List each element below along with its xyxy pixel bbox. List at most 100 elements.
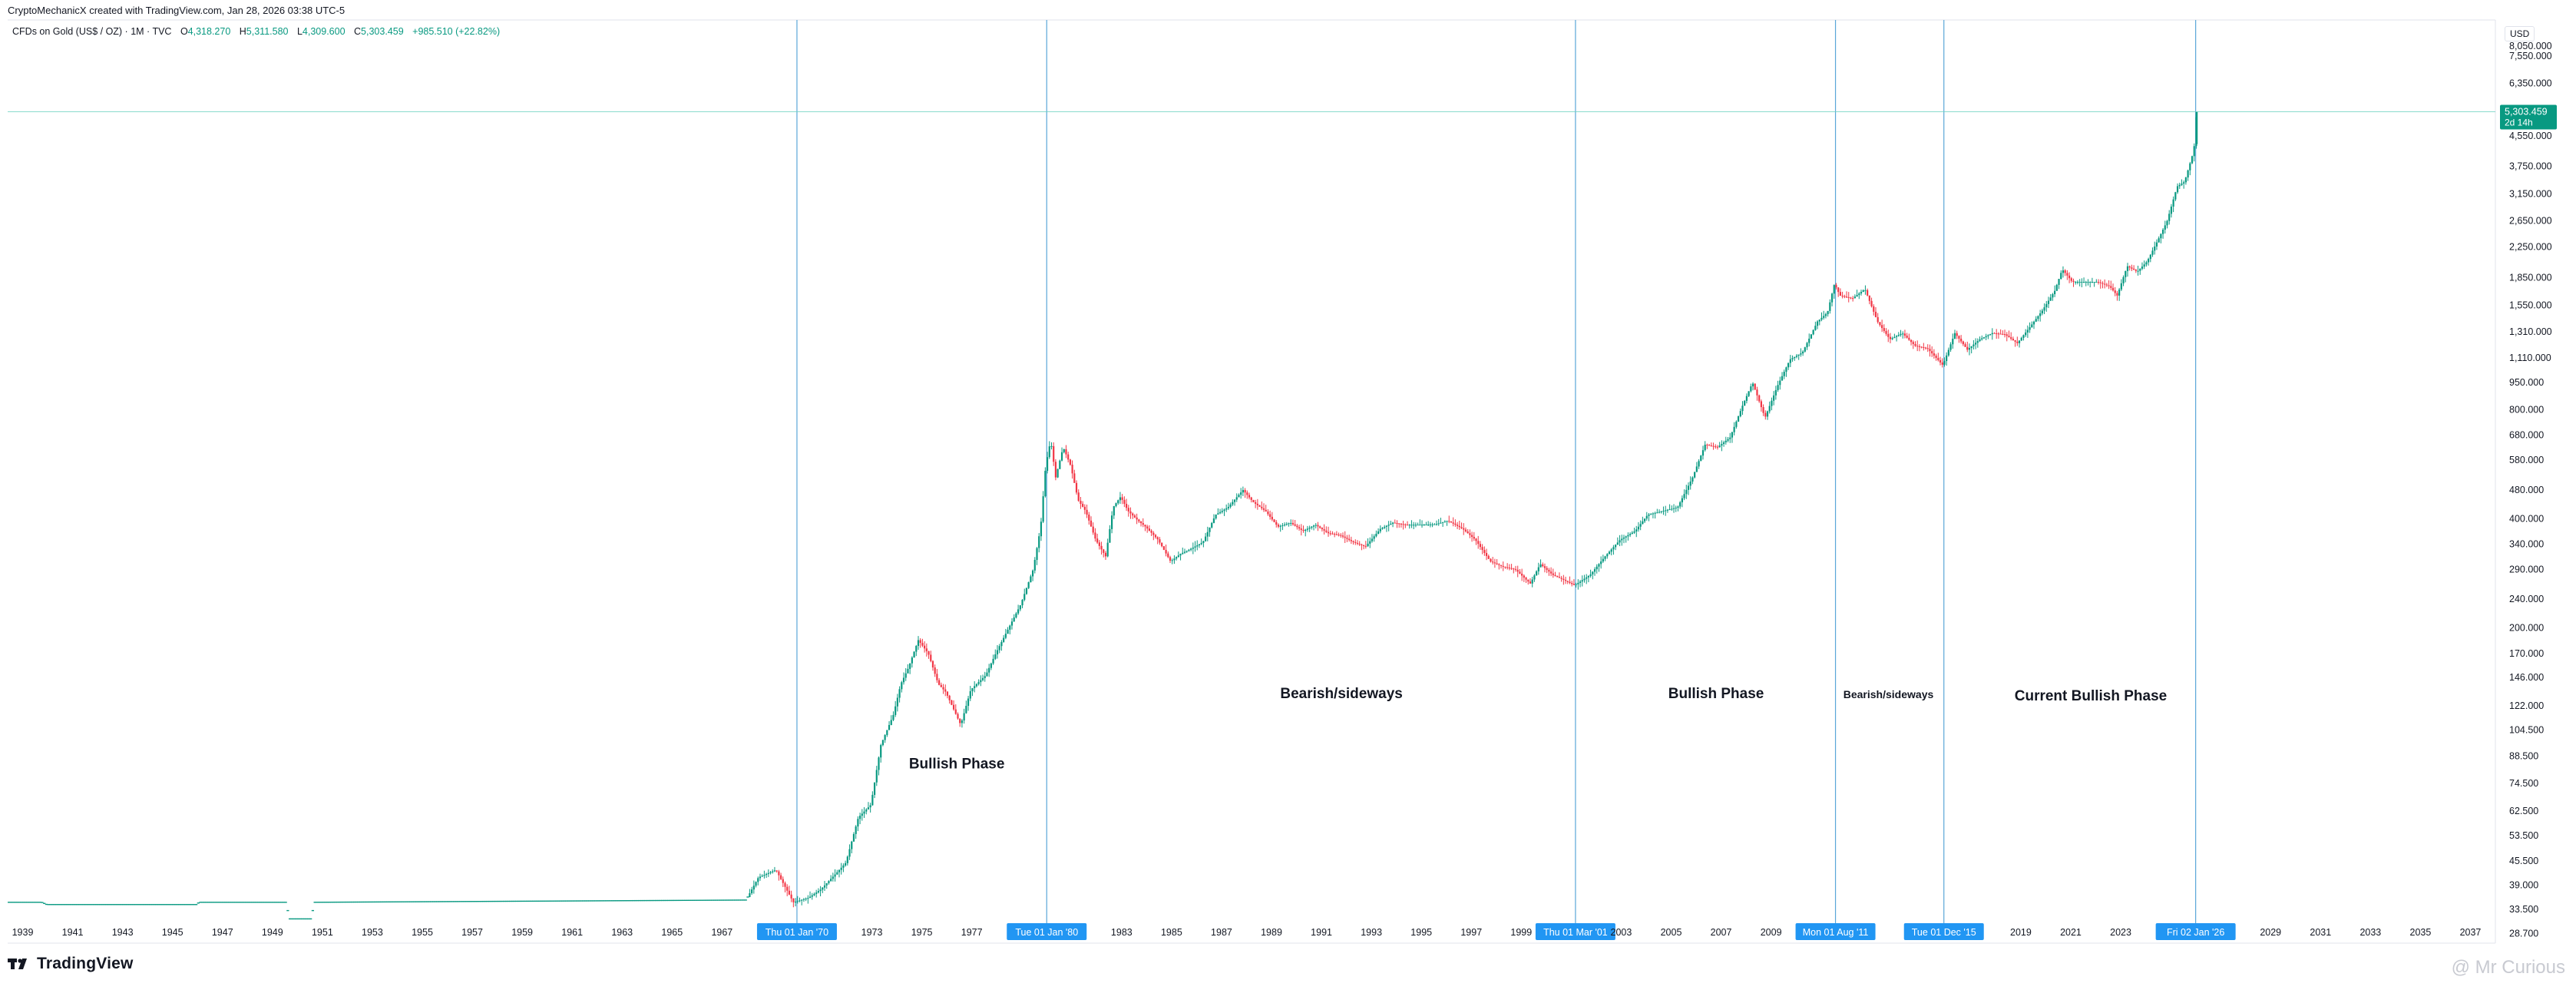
x-tick-label: 2021 <box>2060 927 2082 938</box>
candle-body <box>2078 282 2081 283</box>
candle-body <box>1159 539 1161 543</box>
candle-body <box>1874 311 1877 317</box>
candle-body <box>1271 516 1273 520</box>
candle-body <box>1946 355 1948 362</box>
candle-body <box>1054 462 1057 478</box>
candle-body <box>1252 499 1255 502</box>
candle-body <box>1458 525 1460 528</box>
candle-body <box>1631 532 1633 535</box>
candle-body <box>1656 512 1658 514</box>
candle-body <box>1396 523 1398 525</box>
marker-date-label: Mon 01 Aug '11 <box>1803 927 1869 938</box>
y-tick-label: 2,650.000 <box>2509 216 2552 227</box>
candle-body <box>1398 523 1400 525</box>
candle-body <box>975 684 977 687</box>
candle-body <box>1229 504 1232 507</box>
open-label: O <box>180 26 188 37</box>
candle-body <box>1839 292 1841 296</box>
x-tick-label: 1997 <box>1460 927 1482 938</box>
candle-body <box>1288 523 1290 525</box>
candle-body <box>1075 482 1078 493</box>
candle-body <box>971 687 974 691</box>
candle-body <box>1139 521 1143 524</box>
candle-body <box>954 709 957 714</box>
candle-body <box>2020 337 2022 341</box>
candle-body <box>1071 465 1073 474</box>
candle-body <box>1319 526 1321 528</box>
candle-body <box>951 700 953 705</box>
candle-body <box>1947 349 1949 356</box>
candle-body <box>1377 531 1380 535</box>
candle-body <box>1148 528 1150 531</box>
candle-body <box>1127 508 1129 512</box>
candle-body <box>1440 522 1442 524</box>
candle-body <box>1273 519 1275 522</box>
y-tick-label: 74.500 <box>2509 778 2538 789</box>
candle-body <box>1552 573 1554 575</box>
candle-body <box>2016 341 2019 343</box>
candle-body <box>1217 513 1219 515</box>
candle-body <box>1997 333 2000 335</box>
y-tick-label: 800.000 <box>2509 404 2544 415</box>
candle-body <box>2085 282 2087 283</box>
marker-date-badge <box>756 923 837 940</box>
candle-body <box>2049 297 2052 301</box>
candle-body <box>1183 551 1186 553</box>
candle-body <box>1654 512 1656 514</box>
candle-body <box>1256 503 1258 505</box>
candle-body <box>1150 530 1152 533</box>
candle-body <box>1269 514 1271 517</box>
candle-body <box>1870 300 1873 306</box>
candle-body <box>925 648 928 651</box>
x-tick-label: 1989 <box>1261 927 1282 938</box>
candle-body <box>1685 489 1688 495</box>
candle-body <box>1795 356 1798 357</box>
candle-body <box>1827 310 1829 315</box>
candle-body <box>1933 353 1935 356</box>
candle-body <box>1627 535 1629 537</box>
candle-body <box>1592 571 1594 574</box>
candle-body <box>1450 521 1453 523</box>
candle-body <box>1477 541 1480 545</box>
candle-body <box>1852 298 1854 300</box>
candle-body <box>1400 523 1403 525</box>
candle-body <box>2045 303 2048 308</box>
candle-body <box>1443 521 1446 523</box>
currency-button[interactable]: USD <box>2505 26 2535 41</box>
candle-body <box>1596 566 1598 570</box>
candle-body <box>1212 518 1215 523</box>
symbol-name[interactable]: CFDs on Gold (US$ / OZ) · 1M · TVC <box>12 26 172 37</box>
candle-body <box>1586 577 1588 579</box>
tradingview-brand: TradingView <box>37 955 134 972</box>
candle-body <box>1132 513 1134 516</box>
y-tick-label: 2,250.000 <box>2509 241 2552 252</box>
candle-body <box>1358 543 1361 545</box>
candle-body <box>1384 526 1386 528</box>
candle-body <box>2122 276 2125 283</box>
candle-body <box>1579 581 1582 583</box>
candle-body <box>2114 290 2116 293</box>
candle-body <box>1285 524 1288 525</box>
candle-body <box>977 682 980 684</box>
candle-body <box>857 819 859 827</box>
candle-body <box>1542 564 1544 567</box>
x-tick-label: 1959 <box>511 927 533 938</box>
tradingview-logo[interactable]: TradingView <box>8 955 134 973</box>
candle-body <box>1000 641 1003 647</box>
candle-body <box>773 870 776 872</box>
candle-body <box>1970 346 1973 349</box>
candle-body <box>1531 579 1533 584</box>
candle-body <box>936 674 938 680</box>
candle-body <box>1331 533 1334 535</box>
candle-body <box>1255 502 1257 504</box>
candle-body <box>1642 521 1644 525</box>
candle-body <box>2158 238 2160 243</box>
candle-body <box>1204 536 1207 541</box>
candle-body <box>2154 246 2156 251</box>
candle-body <box>1452 522 1454 524</box>
candle-body <box>1485 552 1488 556</box>
candle-body <box>1369 541 1371 544</box>
candle-body <box>1169 557 1172 561</box>
candle-body <box>763 875 766 876</box>
